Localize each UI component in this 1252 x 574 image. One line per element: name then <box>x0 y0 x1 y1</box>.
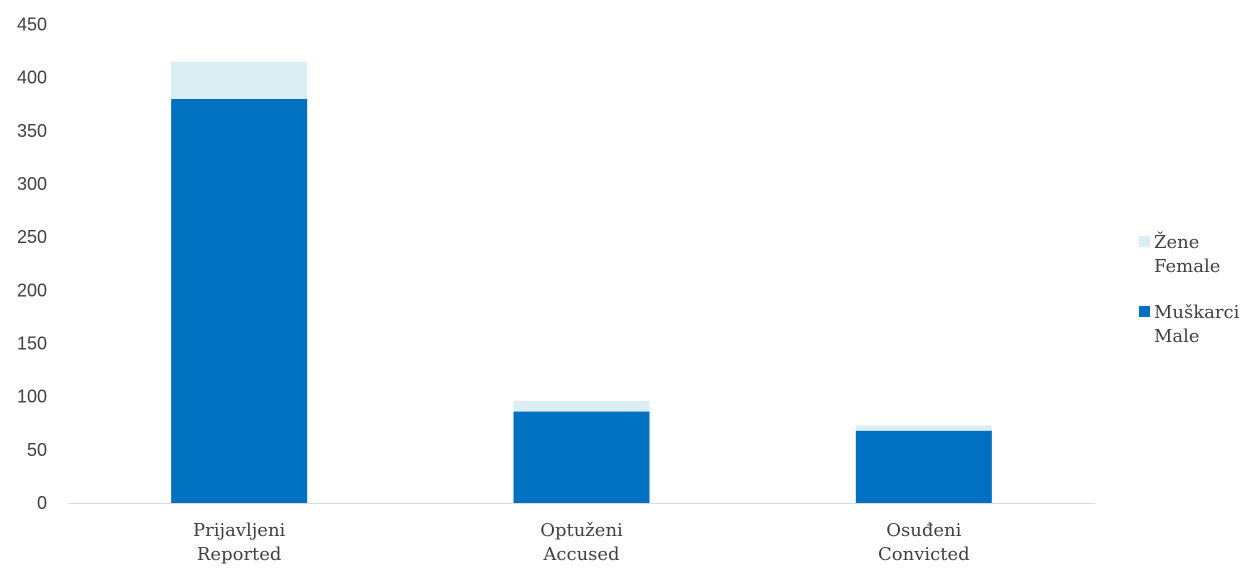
bar-male-0 <box>171 98 308 503</box>
y-tick-label: 400 <box>17 68 47 88</box>
y-tick-label: 300 <box>17 174 47 194</box>
y-tick-label: 200 <box>17 280 47 300</box>
x-tick-label: Osuđeni Convicted <box>878 520 970 565</box>
bar-female-2 <box>855 425 992 431</box>
y-tick-label: 50 <box>27 440 47 460</box>
y-axis-tick-labels: 0 50 100 150 200 250 300 350 400 450 <box>17 15 47 514</box>
bar-female-1 <box>513 400 650 412</box>
legend-swatch-female <box>1139 236 1150 247</box>
y-tick-label: 100 <box>17 387 47 407</box>
legend-label-female: Žene Female <box>1154 230 1220 277</box>
legend: Žene Female Muškarci Male <box>1139 230 1240 347</box>
legend-label-male: Muškarci Male <box>1154 302 1240 347</box>
legend-swatch-male <box>1139 306 1150 317</box>
y-tick-label: 150 <box>17 334 47 354</box>
y-tick-label: 450 <box>17 15 47 35</box>
x-axis-tick-labels: Prijavljeni Reported Optuženi Accused Osuđen… <box>193 520 970 565</box>
x-tick-label: Prijavljeni Reported <box>193 520 286 565</box>
y-tick-label: 0 <box>37 493 47 513</box>
bar-female-0 <box>171 61 308 99</box>
y-tick-label: 350 <box>17 121 47 141</box>
x-tick-label: Optuženi Accused <box>540 520 623 565</box>
bar-male-1 <box>513 411 650 503</box>
bars <box>171 61 992 503</box>
y-tick-label: 250 <box>17 227 47 247</box>
bar-male-2 <box>855 430 992 503</box>
